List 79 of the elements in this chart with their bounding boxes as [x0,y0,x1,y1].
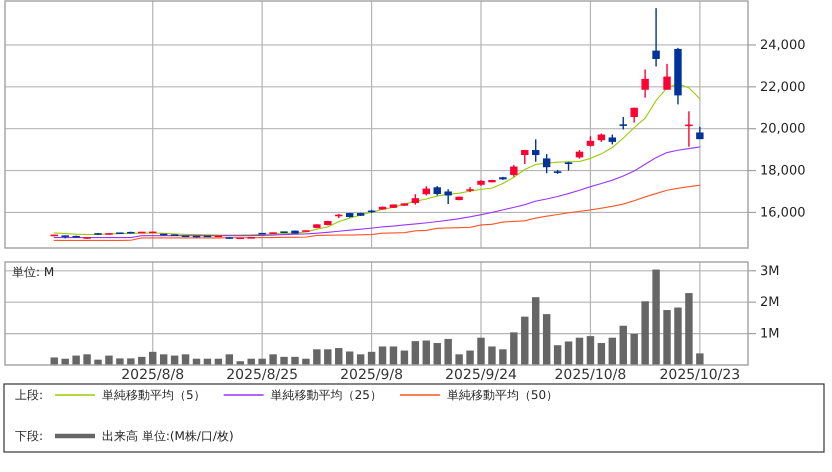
bar [630,334,638,365]
bar [620,326,627,365]
bar [356,354,364,365]
x-tick-label: 2025/9/24 [445,367,517,383]
y-tick-label: 22,000 [760,79,806,94]
bar [182,354,190,365]
bar [302,358,310,365]
x-tick-label: 2025/8/25 [226,367,298,383]
x-tick-label: 2025/8/8 [121,367,184,383]
bar [72,356,80,365]
bar [280,356,288,365]
bar [192,358,200,365]
bar [412,341,420,365]
bar [226,354,234,365]
legend-title: 上段: [15,388,44,402]
bar [542,314,550,365]
y-tick-label: 18,000 [760,163,806,178]
y-tick-label: 2M [760,294,780,310]
bar [564,341,572,365]
y-tick-label: 3M [760,263,780,278]
y-tick-label: 1M [760,326,780,342]
bar [335,348,342,365]
bar [61,358,69,365]
bar [324,349,332,365]
y-axis-title: 単位: M [12,265,54,279]
bar [488,346,496,365]
bar [400,350,408,365]
bar [50,357,58,365]
bar [105,356,113,365]
bar [83,354,91,365]
legend-title: 下段: [15,429,44,443]
bar [247,358,255,365]
legend-label: 単純移動平均（50） [446,388,558,402]
bar [236,361,244,365]
bar [674,308,682,365]
bar [258,358,266,365]
bar [477,338,485,365]
x-tick-label: 2025/10/8 [554,367,626,383]
bar [510,332,518,365]
bar [116,358,124,365]
bar [170,356,178,365]
bar [390,346,398,365]
legend-label: 単純移動平均（5） [102,388,206,402]
bar [641,301,649,365]
bar [160,354,168,365]
bar [685,293,693,365]
bar [313,349,321,365]
bar [608,338,616,365]
bar [422,340,430,365]
y-tick-label: 20,000 [760,121,806,136]
bar [663,310,671,365]
x-tick-label: 2025/9/8 [340,367,404,383]
legend-label: 単純移動平均（25） [270,388,382,402]
bar [652,270,660,365]
y-tick-label: 24,000 [760,37,806,52]
bar [598,343,606,365]
bar [521,316,528,365]
bar [576,338,584,365]
bar [204,358,212,365]
bar [444,338,452,365]
bar [466,350,474,365]
bar [499,349,507,365]
bar [368,352,376,365]
y-tick-label: 16,000 [760,204,806,220]
legend-label: 出来高 単位:(M株/口/枚) [102,429,234,443]
bar [434,343,441,365]
bar [127,358,135,365]
bar [138,356,146,365]
bar [269,354,277,365]
bar [696,353,704,365]
bar [214,358,222,365]
bar [346,351,354,365]
bar [586,336,594,365]
bar [455,354,463,365]
bar [378,346,386,365]
x-tick-label: 2025/10/23 [660,367,740,383]
bar [554,345,562,365]
bar [532,297,540,365]
bar [149,352,156,365]
